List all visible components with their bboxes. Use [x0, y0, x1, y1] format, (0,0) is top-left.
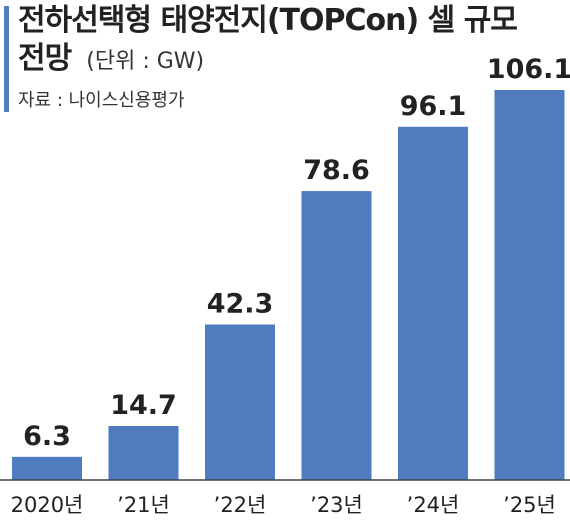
bar-4 — [398, 126, 468, 480]
value-label-0: 6.3 — [23, 421, 71, 452]
category-label-5: ’25년 — [503, 493, 556, 517]
bar-0 — [12, 456, 82, 480]
bar-3 — [301, 191, 372, 481]
value-label-5: 106.1 — [487, 54, 570, 85]
unit-label: (단위 : GW) — [86, 49, 205, 74]
category-label-3: ’23년 — [310, 493, 363, 517]
value-label-4: 96.1 — [400, 91, 467, 122]
source-note: 자료 : 나이스신용평가 — [18, 90, 185, 111]
category-label-0: 2020년 — [11, 493, 84, 517]
bar-1 — [108, 425, 179, 480]
title-accent-bar — [4, 6, 9, 112]
category-label-4: ’24년 — [407, 493, 460, 517]
category-label-2: ’22년 — [214, 493, 267, 517]
value-label-3: 78.6 — [303, 155, 370, 186]
chart-title-line2: 전망 (단위 : GW) — [18, 40, 204, 82]
value-label-2: 42.3 — [207, 289, 274, 320]
bar-5 — [494, 90, 565, 480]
bar-2 — [205, 324, 275, 480]
category-label-1: ’21년 — [117, 493, 170, 517]
chart-title-continued: 전망 — [18, 41, 72, 76]
chart-title: 전하선택형 태양전지(TOPCon) 셀 규모 — [18, 3, 518, 38]
category-labels-group: 2020년 ’21년 ’22년 ’23년 ’24년 ’25년 — [11, 493, 556, 517]
value-label-1: 14.7 — [110, 390, 177, 421]
bars-group: 6.3 14.7 42.3 78.6 96.1 106.1 — [12, 54, 570, 481]
